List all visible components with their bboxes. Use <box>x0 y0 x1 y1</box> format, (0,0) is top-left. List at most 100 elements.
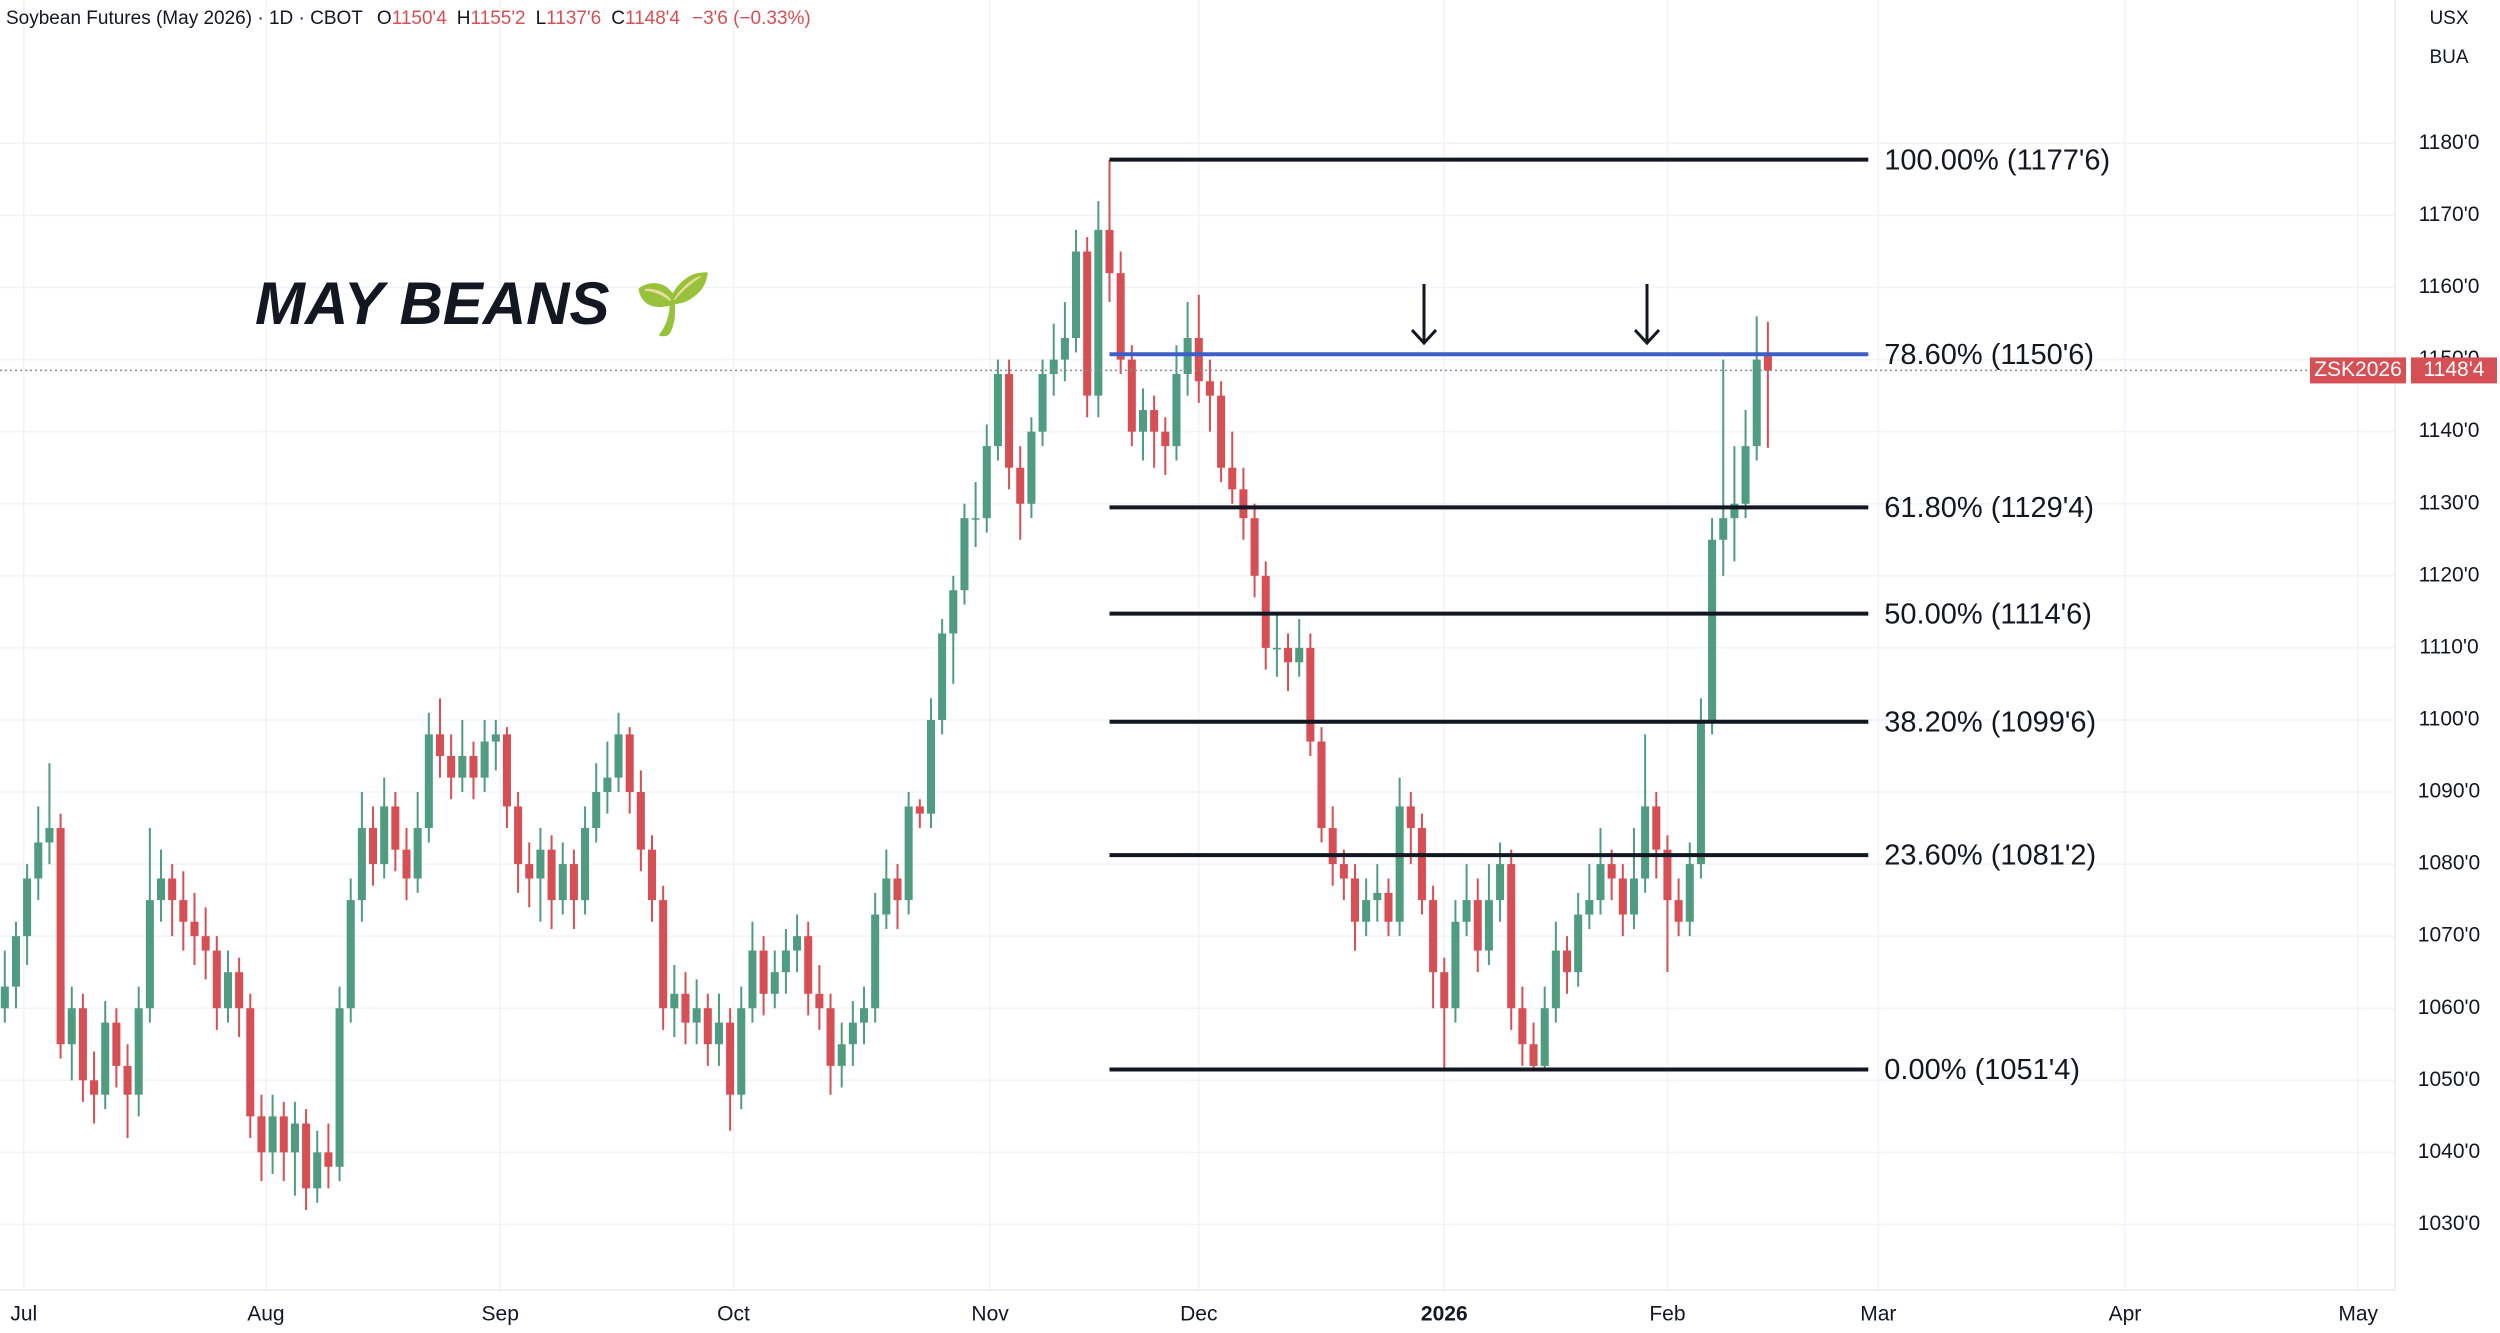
candle-body <box>101 1022 110 1095</box>
y-tick-label: 1030'0 <box>2418 1212 2480 1235</box>
y-tick-label: 1050'0 <box>2418 1068 2480 1091</box>
symbol-title: Soybean Futures (May 2026) · 1D · CBOT <box>6 8 363 29</box>
y-tick-label: 1130'0 <box>2419 491 2480 514</box>
candle-body <box>458 755 467 778</box>
candle-body <box>1138 410 1148 432</box>
candle-body <box>714 1022 723 1045</box>
ohlc-key: L <box>536 8 547 29</box>
price-tag: 1148'4 <box>2424 358 2485 381</box>
fib-label: 38.20% (1099'6) <box>1884 706 2096 738</box>
unit: BUA <box>2429 47 2468 68</box>
candle-body <box>815 993 824 1009</box>
candle-body <box>223 972 232 1009</box>
candle-body <box>1239 489 1248 519</box>
candle-body <box>536 849 545 879</box>
candle-body <box>1763 356 1772 371</box>
x-tick-label: Sep <box>482 1303 519 1326</box>
change: −3'6 (−0.33%) <box>692 8 811 29</box>
candle-body <box>1038 374 1047 432</box>
candle-body <box>1629 878 1638 915</box>
candle-body <box>759 950 768 994</box>
candle-body <box>1440 972 1449 1009</box>
candle-body <box>1395 806 1404 922</box>
candle-body <box>1641 806 1650 879</box>
candle-body <box>346 900 355 1009</box>
candle-body <box>826 1008 835 1066</box>
candle-body <box>413 828 422 879</box>
candle-body <box>1228 467 1237 490</box>
fib-label: 78.60% (1150'6) <box>1884 339 2094 371</box>
x-tick-label: Nov <box>971 1303 1009 1326</box>
candle-body <box>1451 921 1460 1009</box>
candle-body <box>1551 950 1560 1009</box>
candle-body <box>1027 431 1036 504</box>
candle-body <box>882 878 891 915</box>
ohlc-value: 1137'6 <box>546 8 601 29</box>
candle-body <box>1060 337 1069 360</box>
candle-body <box>145 900 154 1009</box>
candle-body <box>1362 900 1371 922</box>
candle-body <box>1328 828 1337 865</box>
candle-body <box>1741 446 1750 504</box>
candle-body <box>491 734 500 742</box>
candle-body <box>1194 337 1203 382</box>
candle-body <box>1596 864 1605 901</box>
candle-body <box>391 806 400 850</box>
candle-body <box>1116 273 1125 360</box>
candle-body <box>480 741 489 778</box>
y-tick-label: 1090'0 <box>2418 780 2480 803</box>
candle-body <box>1217 395 1226 468</box>
candle-body <box>45 828 54 843</box>
candle-body <box>804 936 813 994</box>
fib-label: 23.60% (1081'2) <box>1884 840 2096 872</box>
candle-body <box>659 900 668 1009</box>
fib-label: 100.00% (1177'6) <box>1884 144 2110 176</box>
candle-body <box>525 864 534 879</box>
candle-body <box>1652 806 1661 850</box>
symbol-tag: ZSK2026 <box>2314 358 2402 381</box>
candle-body <box>1272 647 1281 650</box>
candle-body <box>1708 539 1717 720</box>
candle-body <box>982 446 991 519</box>
x-tick-label: Mar <box>1860 1303 1896 1326</box>
candle-body <box>279 1116 288 1153</box>
candle-body <box>1730 503 1739 519</box>
candle-body <box>34 842 43 879</box>
candle-body <box>1284 647 1293 663</box>
y-tick-label: 1100'0 <box>2419 707 2480 730</box>
candle-body <box>424 734 433 829</box>
fib-label: 0.00% (1051'4) <box>1884 1054 2080 1086</box>
candle-body <box>335 1008 344 1167</box>
candle-body <box>235 972 244 1009</box>
candle-body <box>179 900 188 922</box>
candle-body <box>1574 914 1583 973</box>
candle-body <box>302 1123 311 1189</box>
candle-body <box>860 1008 869 1023</box>
x-tick-label: Feb <box>1649 1303 1685 1326</box>
candle-body <box>1005 374 1014 468</box>
candle-body <box>971 518 980 520</box>
candle-body <box>357 828 366 901</box>
y-tick-label: 1070'0 <box>2418 924 2480 947</box>
candle-body <box>1049 359 1058 375</box>
candle-body <box>737 1008 746 1095</box>
candle-body <box>514 806 523 865</box>
candle-body <box>11 936 20 987</box>
candle-body <box>558 864 567 901</box>
candle-body <box>926 719 935 814</box>
y-tick-label: 1140'0 <box>2419 419 2480 442</box>
candle-body <box>1496 864 1505 901</box>
candle-body <box>1529 1044 1538 1066</box>
candle-body <box>90 1080 99 1095</box>
x-tick-label: Apr <box>2109 1303 2142 1326</box>
ohlc-key: H <box>457 8 471 29</box>
y-tick-label: 1180'0 <box>2419 131 2480 154</box>
candle-body <box>1563 950 1572 973</box>
candle-body <box>1072 251 1081 338</box>
candle-body <box>257 1116 266 1153</box>
candle-body <box>1016 467 1025 504</box>
candle-body <box>581 828 590 901</box>
x-tick-label: Jul <box>10 1303 37 1326</box>
symbol-tag-bg <box>2310 357 2406 384</box>
x-tick-label: 2026 <box>1421 1303 1468 1326</box>
